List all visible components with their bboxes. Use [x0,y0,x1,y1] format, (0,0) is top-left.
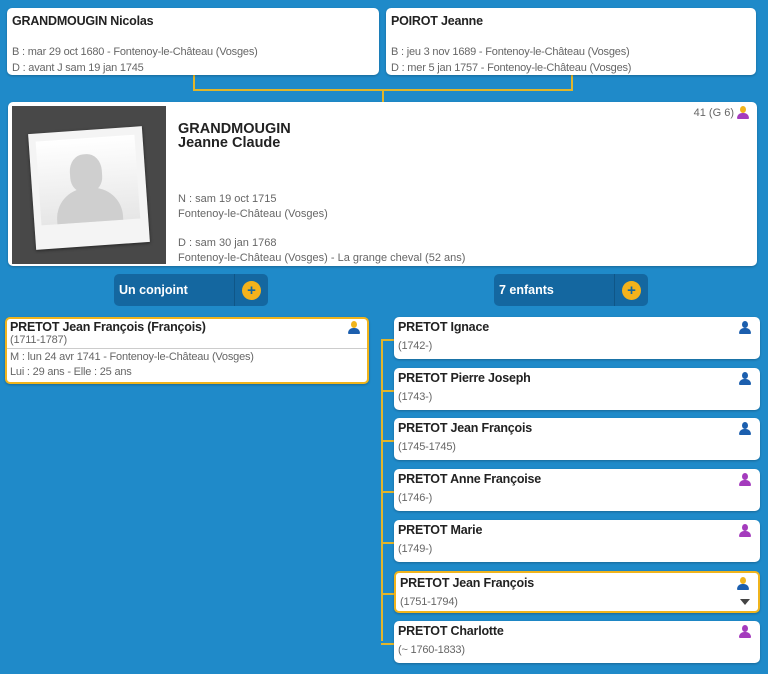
person-male-icon [739,371,751,385]
father-death: D : avant J sam 19 jan 1745 [12,62,144,74]
child-dates: (1751-1794) [400,595,458,608]
main-person-facts: N : sam 19 oct 1715 Fontenoy-le-Château … [178,193,466,264]
child-dates: (~ 1760-1833) [398,644,465,657]
person-female-icon [737,106,749,119]
marriage-info: M : lun 24 avr 1741 - Fontenoy-le-Châtea… [10,351,254,363]
parent-connector [571,75,573,91]
person-female-icon [739,523,751,537]
child-connector-tick [381,541,394,544]
chevron-down-icon[interactable] [740,598,750,605]
father-card[interactable]: GRANDMOUGIN Nicolas B : mar 29 oct 1680 … [7,8,379,75]
mother-name: POIROT Jeanne [391,14,483,28]
spouse-button[interactable]: Un conjoint + [114,274,268,306]
person-male-icon [739,422,751,436]
child-card[interactable]: PRETOT Ignace (1742-) [394,317,760,359]
add-spouse-button[interactable]: + [234,274,268,306]
child-name: PRETOT Anne Françoise [398,472,542,487]
parent-connector [382,89,384,102]
child-dates: (1745-1745) [398,441,456,454]
child-dates: (1749-) [398,542,433,555]
child-connector-tick [381,389,394,392]
child-name: PRETOT Pierre Joseph [398,370,531,385]
person-male-icon [739,321,751,334]
mother-death: D : mer 5 jan 1757 - Fontenoy-le-Château… [391,62,632,74]
person-female-icon [739,625,751,639]
mother-card[interactable]: POIROT Jeanne B : jeu 3 nov 1689 - Fonte… [386,8,756,75]
child-card[interactable]: PRETOT Anne Françoise (1746-) [394,469,760,512]
child-name: PRETOT Ignace [398,320,489,334]
person-male-icon [737,576,749,590]
child-name: PRETOT Marie [398,522,483,537]
main-person-card: GRANDMOUGIN Jeanne Claude N : sam 19 oct… [8,102,757,266]
children-button[interactable]: 7 enfants + [494,274,648,306]
father-name: GRANDMOUGIN Nicolas [12,14,154,28]
child-connector-tick [381,643,394,646]
father-birth: B : mar 29 oct 1680 - Fontenoy-le-Châtea… [12,46,258,58]
parent-connector [193,75,195,91]
plus-icon: + [242,280,261,300]
child-name: PRETOT Jean François [400,575,535,590]
marriage-ages: Lui : 29 ans - Elle : 25 ans [10,366,132,378]
child-card[interactable]: PRETOT Charlotte (~ 1760-1833) [394,621,760,664]
child-card[interactable]: PRETOT Marie (1749-) [394,519,760,562]
child-card[interactable]: PRETOT Jean François (1751-1794) [394,570,760,613]
child-connector-tick [381,440,394,443]
spouse-card[interactable]: PRETOT Jean François (François) (1711-17… [5,317,369,384]
child-connector-tick [381,491,394,494]
child-connector-tick [381,339,394,341]
mother-birth: B : jeu 3 nov 1689 - Fontenoy-le-Château… [391,46,630,58]
person-male-icon [348,321,360,334]
main-person-name: GRANDMOUGIN Jeanne Claude [178,121,291,151]
plus-icon: + [622,280,641,300]
person-female-icon [739,473,751,487]
child-card[interactable]: PRETOT Pierre Joseph (1743-) [394,367,760,410]
child-dates: (1742-) [398,340,433,352]
child-dates: (1743-) [398,390,433,403]
children-connector [381,339,383,641]
child-connector-tick [381,592,394,595]
person-photo-placeholder[interactable] [12,106,166,264]
child-name: PRETOT Charlotte [398,624,504,639]
child-name: PRETOT Jean François [398,421,533,436]
child-card[interactable]: PRETOT Jean François (1745-1745) [394,418,760,461]
child-dates: (1746-) [398,492,433,505]
add-child-button[interactable]: + [614,274,648,306]
spouse-name: PRETOT Jean François (François) [10,320,206,334]
sosa-number: 41 (G 6) [694,106,749,119]
spouse-dates: (1711-1787) [10,334,67,346]
